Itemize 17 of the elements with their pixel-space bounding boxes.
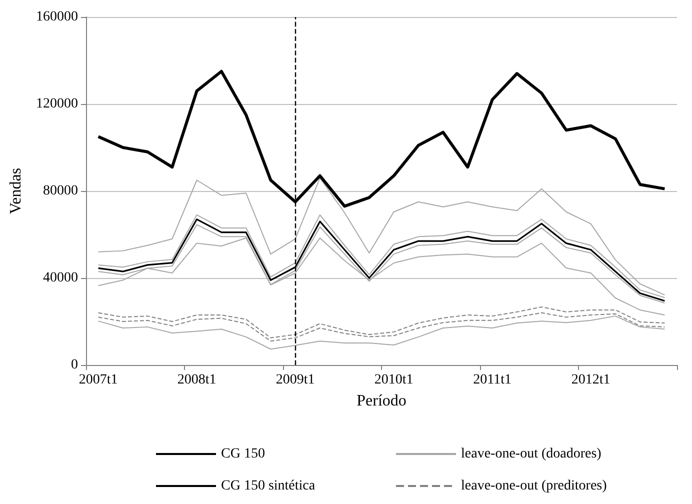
y-axis-title: Vendas xyxy=(8,168,24,214)
x-tick-label: 2012t1 xyxy=(571,372,610,388)
legend-label: leave-one-out (doadores) xyxy=(461,446,602,462)
legend-label: leave-one-out (preditores) xyxy=(461,478,608,494)
y-tick-label: 120000 xyxy=(36,96,78,112)
y-tick-label: 40000 xyxy=(43,270,78,286)
y-tick-label: 0 xyxy=(71,358,78,372)
y-tick-label: 80000 xyxy=(43,184,78,198)
x-tick-label: 2007t1 xyxy=(78,372,118,388)
x-axis-title: Período xyxy=(356,392,406,410)
x-tick-label: 2008t1 xyxy=(177,372,216,388)
x-tick-label: 2010t1 xyxy=(374,372,414,388)
legend-label: CG 150 sintética xyxy=(221,478,316,494)
legend-label: CG 150 xyxy=(221,446,265,462)
y-tick-label: 160000 xyxy=(36,10,78,24)
x-tick-label: 2009t1 xyxy=(276,372,315,388)
x-tick-label: 2011t1 xyxy=(473,372,512,388)
